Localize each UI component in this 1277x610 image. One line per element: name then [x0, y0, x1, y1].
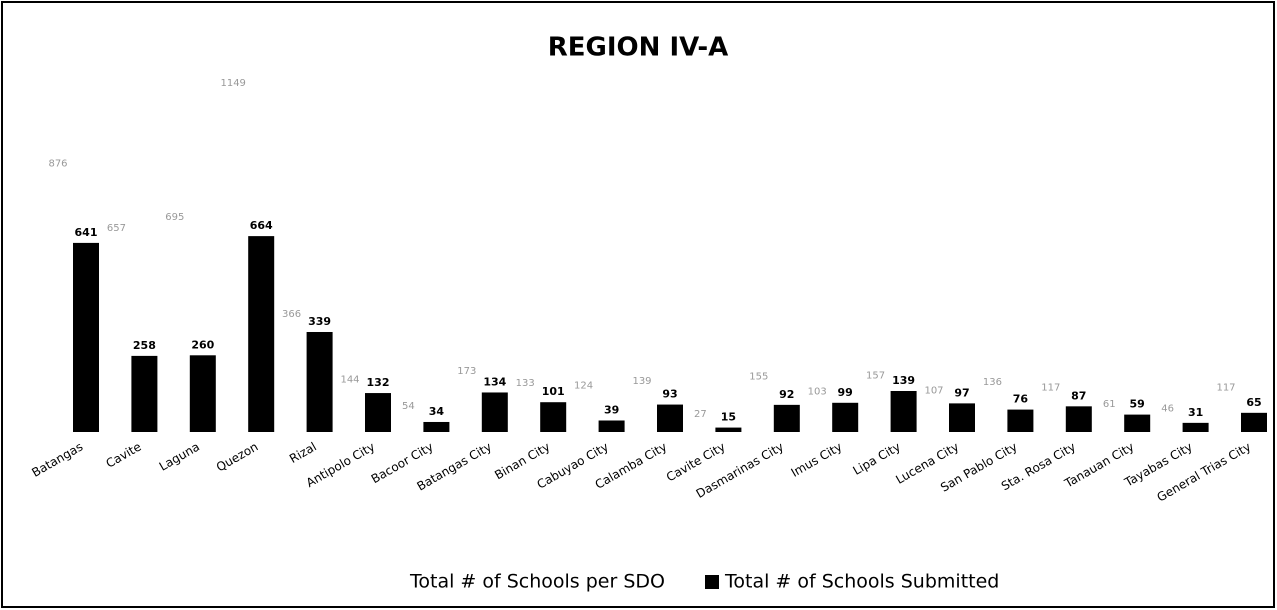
legend-swatch	[705, 575, 719, 589]
data-label: 664	[250, 219, 273, 232]
bar	[1154, 418, 1181, 432]
data-label: 139	[632, 376, 651, 387]
bar	[687, 424, 714, 432]
data-label: 339	[308, 315, 331, 328]
data-label: 15	[721, 411, 736, 424]
chart-title: REGION IV-A	[548, 33, 729, 63]
bar	[862, 385, 889, 432]
data-label: 124	[574, 380, 593, 391]
data-label: 87	[1071, 389, 1086, 402]
bar	[220, 93, 247, 433]
data-label: 39	[604, 403, 619, 416]
bar	[804, 401, 831, 432]
bar	[598, 420, 625, 432]
bar	[979, 391, 1006, 432]
bar	[131, 355, 158, 432]
data-label: 34	[429, 405, 445, 418]
bar	[306, 331, 333, 432]
bar	[773, 404, 800, 432]
bar	[921, 400, 947, 432]
data-label: 76	[1013, 393, 1029, 406]
bar	[278, 324, 305, 432]
data-label: 54	[402, 401, 415, 412]
bar	[1124, 414, 1151, 432]
data-label: 258	[133, 339, 156, 352]
data-label: 61	[1103, 399, 1116, 410]
data-label: 657	[107, 223, 126, 234]
data-label: 103	[808, 387, 827, 398]
data-label: 132	[367, 376, 390, 389]
bar	[73, 242, 99, 432]
bar	[832, 402, 859, 432]
data-label: 27	[694, 409, 707, 420]
data-label: 641	[75, 226, 98, 239]
data-label: 97	[954, 386, 969, 399]
data-label: 157	[866, 371, 885, 382]
bar	[657, 404, 683, 432]
legend-swatch	[390, 575, 404, 589]
bar	[103, 238, 130, 432]
data-label: 876	[48, 159, 67, 170]
data-label: 133	[516, 378, 535, 389]
data-label: 92	[779, 388, 794, 401]
data-label: 134	[483, 375, 506, 388]
data-label: 107	[924, 385, 943, 396]
data-label: 695	[165, 212, 184, 223]
bar	[1182, 422, 1209, 432]
bar	[1065, 406, 1092, 432]
bar	[423, 421, 450, 432]
data-label: 117	[1216, 382, 1235, 393]
bar	[1213, 397, 1239, 432]
legend-label: Total # of Schools Submitted	[724, 571, 999, 593]
bar	[481, 392, 508, 432]
data-label: 117	[1041, 382, 1060, 393]
data-label: 144	[340, 375, 359, 386]
bar	[453, 380, 480, 432]
data-label: 101	[542, 385, 565, 398]
data-label: 260	[191, 338, 214, 351]
bar	[45, 173, 71, 432]
bar	[890, 390, 917, 432]
data-label: 139	[892, 374, 915, 387]
bar	[337, 389, 363, 432]
bar	[570, 395, 597, 432]
bar	[248, 236, 275, 432]
legend-label: Total # of Schools per SDO	[409, 571, 665, 593]
bar	[1007, 409, 1034, 432]
data-label: 31	[1188, 406, 1203, 419]
bar	[395, 416, 422, 432]
bar	[161, 226, 188, 432]
bar	[629, 390, 655, 432]
bar	[1037, 397, 1064, 432]
bar	[1241, 412, 1267, 432]
data-label: 155	[749, 371, 768, 382]
data-label: 136	[983, 377, 1002, 388]
data-label: 59	[1130, 398, 1145, 411]
bar	[365, 393, 391, 432]
data-label: 93	[662, 388, 677, 401]
bar	[540, 402, 567, 432]
bar	[512, 392, 539, 432]
bar	[949, 403, 975, 432]
data-label: 173	[457, 366, 476, 377]
data-label: 366	[282, 309, 301, 320]
bar	[715, 427, 742, 432]
bar	[745, 386, 772, 432]
data-label: 99	[838, 386, 853, 399]
data-label: 46	[1161, 403, 1174, 414]
data-label: 1149	[220, 78, 245, 89]
bar	[189, 355, 216, 432]
data-label: 65	[1246, 396, 1261, 409]
bar	[1096, 414, 1123, 432]
